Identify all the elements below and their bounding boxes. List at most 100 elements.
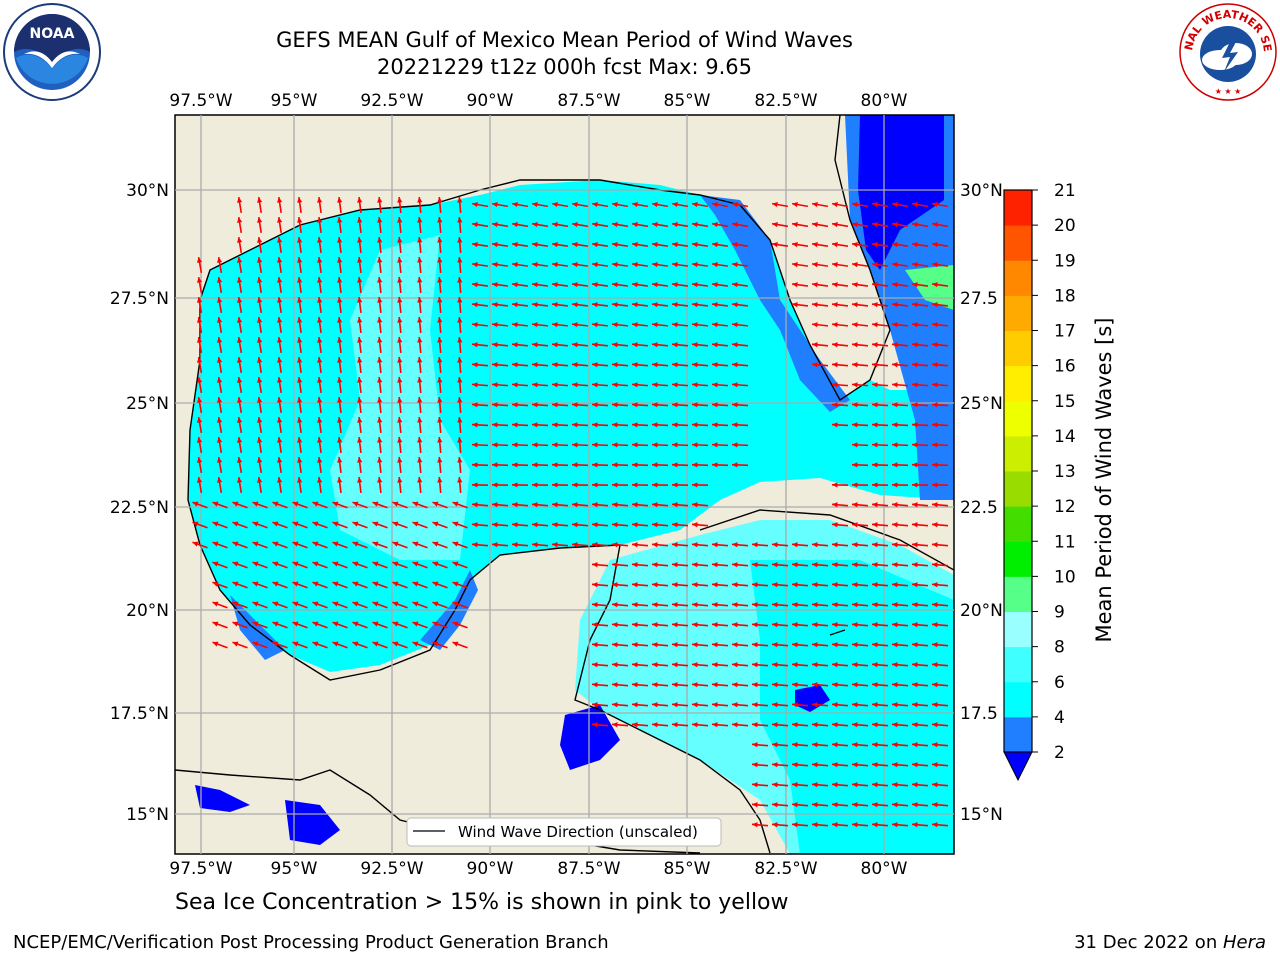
wave-arrow <box>417 236 423 254</box>
wave-arrow <box>811 802 829 808</box>
wave-arrow <box>891 702 909 708</box>
wave-arrow <box>731 662 749 668</box>
wave-arrow <box>731 282 749 288</box>
wave-arrow <box>312 541 328 549</box>
wave-arrow <box>931 642 949 648</box>
wave-arrow <box>651 242 669 248</box>
wave-arrow <box>791 302 809 308</box>
wave-arrow <box>931 742 949 748</box>
lon-ticks-bottom: 97.5°W 95°W 92.5°W 90°W 87.5°W 85°W 82.5°W 80°W <box>169 859 907 879</box>
wave-arrow <box>392 641 408 649</box>
wave-arrow <box>711 402 729 408</box>
wave-arrow <box>551 201 569 208</box>
wave-arrow <box>891 222 909 228</box>
wave-arrow <box>731 402 749 408</box>
wave-arrow <box>651 702 669 708</box>
wave-arrow <box>337 396 343 414</box>
wave-arrow <box>457 376 463 394</box>
wave-arrow <box>931 442 949 448</box>
wave-arrow <box>691 422 709 428</box>
wave-arrow <box>317 216 323 234</box>
wave-arrow <box>457 436 463 454</box>
colorbar-tick-13: 18 <box>1054 286 1076 306</box>
wave-arrow <box>297 216 303 234</box>
wave-arrow <box>891 402 909 408</box>
wave-arrow <box>591 562 609 568</box>
wave-arrow <box>377 416 383 434</box>
wave-arrow <box>571 442 589 448</box>
wave-arrow <box>751 702 769 708</box>
wave-arrow <box>731 542 749 548</box>
wave-arrow <box>337 196 343 214</box>
wave-arrow <box>771 702 789 708</box>
wave-arrow <box>671 342 689 348</box>
wave-arrow <box>591 622 609 628</box>
colorbar-bin-15 <box>1004 190 1032 226</box>
wave-arrow <box>931 322 949 328</box>
wave-arrow <box>751 762 769 768</box>
wave-arrow <box>631 262 649 268</box>
wave-arrow <box>571 482 589 488</box>
wave-arrow <box>891 782 909 788</box>
wave-arrow <box>252 641 268 649</box>
wave-arrow <box>352 641 368 649</box>
wave-arrow <box>277 216 283 234</box>
wave-arrow <box>671 542 689 548</box>
wave-arrow <box>317 296 323 314</box>
wave-arrow <box>891 322 909 328</box>
wave-arrow <box>651 542 669 548</box>
wave-arrow <box>332 581 348 589</box>
wave-arrow <box>911 402 929 408</box>
wave-arrow <box>571 542 589 548</box>
wave-arrow <box>811 682 829 688</box>
wave-arrow <box>911 262 929 268</box>
wave-arrow <box>452 541 468 549</box>
wave-arrow <box>417 436 423 454</box>
wave-arrow <box>651 622 669 628</box>
colorbar-tick-0: 2 <box>1054 743 1065 763</box>
wave-arrow <box>731 722 749 728</box>
wave-arrow <box>437 436 443 454</box>
wave-arrow <box>397 296 403 314</box>
wave-arrow <box>297 296 303 314</box>
wave-arrow <box>531 322 549 328</box>
footer-branch: NCEP/EMC/Verification Post Processing Pr… <box>13 932 609 953</box>
wave-arrow <box>611 262 629 268</box>
colorbar-tick-6: 11 <box>1054 532 1076 552</box>
wave-arrow <box>357 396 363 414</box>
wave-arrow <box>851 262 869 268</box>
wave-arrow <box>392 601 408 609</box>
wave-arrow <box>216 456 223 474</box>
wave-arrow <box>272 541 288 549</box>
wave-arrow <box>831 782 849 788</box>
wave-arrow <box>691 242 709 248</box>
wave-arrow <box>871 262 889 268</box>
wave-arrow <box>392 621 408 629</box>
wave-arrow <box>831 342 849 348</box>
wave-arrow <box>392 501 408 509</box>
wave-arrow <box>771 602 789 608</box>
wave-arrow <box>811 242 829 248</box>
wave-arrow <box>931 782 949 788</box>
wave-arrow <box>457 296 463 314</box>
wave-arrow <box>791 662 809 668</box>
wave-arrow <box>831 302 849 308</box>
wave-arrow <box>911 382 929 388</box>
wave-arrow <box>751 582 769 588</box>
wave-arrow <box>691 602 709 608</box>
wave-arrow <box>491 342 509 348</box>
colorbar-tick-7: 12 <box>1054 497 1076 517</box>
wave-arrow <box>831 382 849 388</box>
wave-arrow <box>412 621 428 629</box>
wave-arrow <box>671 222 689 228</box>
wave-arrow <box>931 382 949 388</box>
wave-arrow <box>911 462 929 468</box>
lon-tick-top-1: 95°W <box>271 91 318 111</box>
wave-arrow <box>611 682 629 688</box>
wave-arrow <box>671 562 689 568</box>
colorbar-bin-8 <box>1004 435 1032 472</box>
wave-arrow <box>531 442 549 448</box>
colorbar-bin-7 <box>1004 471 1032 507</box>
wave-arrow <box>591 462 609 468</box>
wave-arrow <box>571 502 589 508</box>
